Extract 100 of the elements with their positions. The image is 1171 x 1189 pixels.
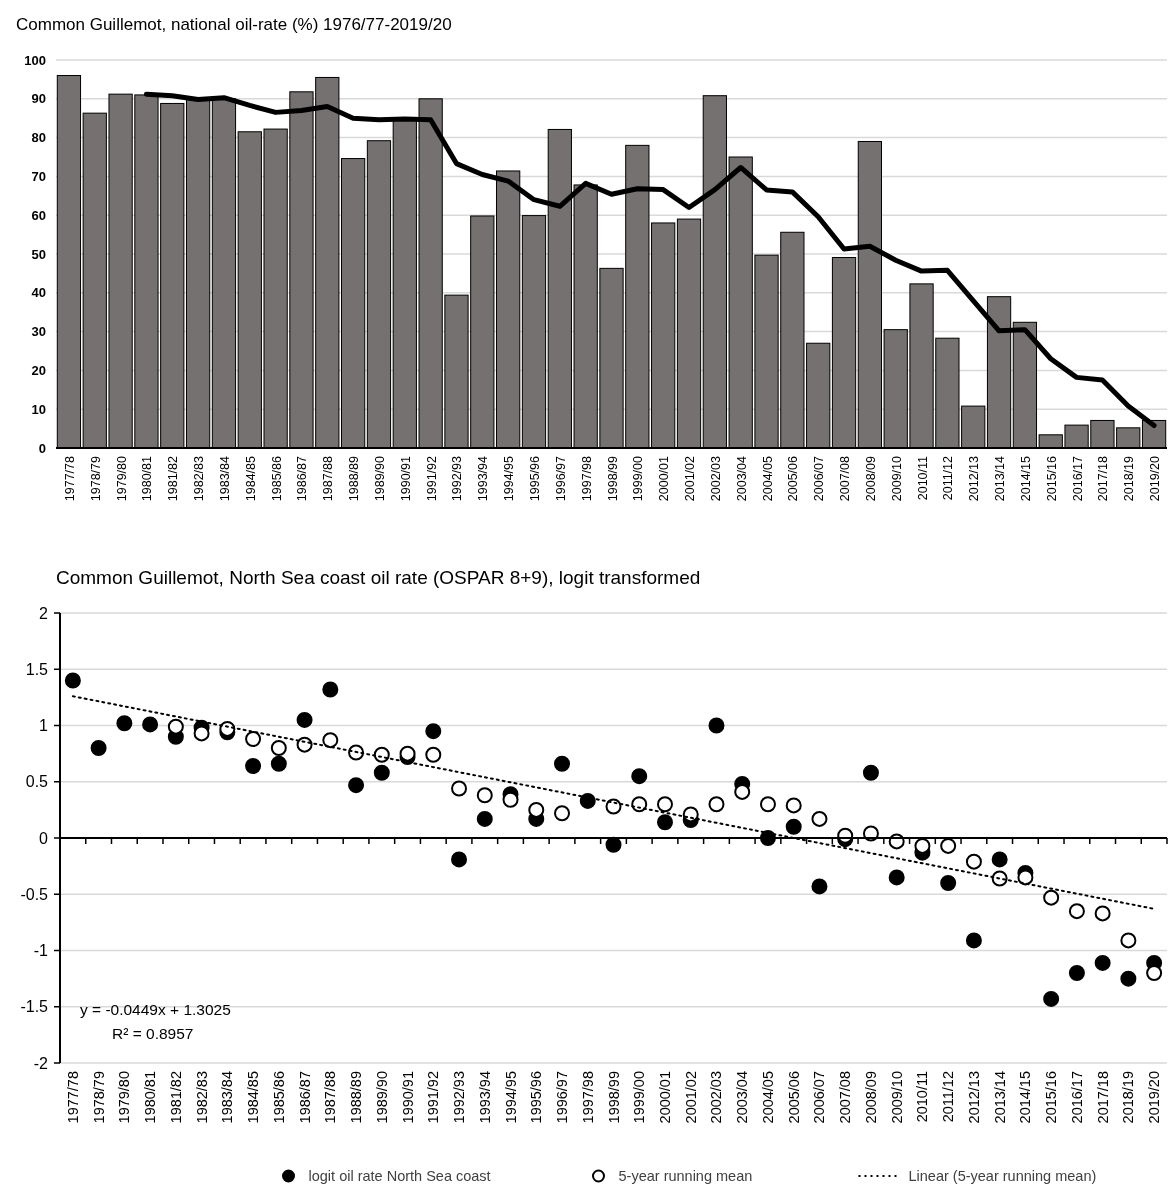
point bbox=[965, 932, 982, 949]
x-tick-label: 2014/15 bbox=[1018, 455, 1033, 502]
point bbox=[322, 681, 339, 698]
point bbox=[888, 869, 905, 886]
x-tick-label: 1998/99 bbox=[605, 455, 620, 502]
x-tick-label: 1989/90 bbox=[372, 455, 387, 502]
x-tick-label: 2002/03 bbox=[708, 1071, 725, 1124]
x-tick-label: 2007/08 bbox=[838, 455, 853, 502]
x-tick-label: 2010/11 bbox=[914, 1071, 931, 1123]
x-tick-label: 1981/82 bbox=[167, 1071, 184, 1124]
point bbox=[785, 797, 802, 814]
x-tick-label: 1987/88 bbox=[322, 1071, 339, 1124]
point bbox=[605, 836, 622, 853]
x-tick-label: 1986/87 bbox=[295, 455, 310, 502]
x-tick-label: 2008/09 bbox=[862, 1071, 879, 1124]
point bbox=[1120, 970, 1137, 987]
x-tick-label: 2007/08 bbox=[837, 1071, 854, 1124]
x-tick-label: 2019/20 bbox=[1148, 455, 1163, 502]
y-tick-label: 2 bbox=[39, 604, 49, 622]
x-tick-label: 1993/94 bbox=[476, 1071, 493, 1124]
x-tick-label: 1995/96 bbox=[528, 1071, 545, 1124]
x-tick-label: 2000/01 bbox=[657, 455, 672, 502]
point bbox=[708, 796, 725, 813]
x-tick-label: 2015/16 bbox=[1044, 455, 1059, 502]
y-tick-label: 0.5 bbox=[25, 773, 49, 791]
annotation: R² = 0.8957 bbox=[112, 1025, 194, 1042]
point bbox=[502, 791, 519, 808]
point bbox=[1094, 905, 1111, 922]
y-tick-label: 0 bbox=[39, 829, 49, 847]
x-tick-label: 2002/03 bbox=[708, 455, 723, 502]
x-tick-label: 2012/13 bbox=[967, 455, 982, 502]
y-tick-label: 0 bbox=[38, 440, 46, 456]
point bbox=[1146, 965, 1163, 981]
point bbox=[296, 711, 313, 728]
x-tick-label: 2003/04 bbox=[734, 455, 749, 502]
x-tick-label: 1977/78 bbox=[62, 455, 77, 502]
point bbox=[631, 768, 648, 785]
x-tick-label: 2010/11 bbox=[915, 455, 930, 501]
x-tick-label: 2017/18 bbox=[1096, 455, 1111, 502]
point bbox=[451, 851, 468, 868]
x-tick-label: 1982/83 bbox=[193, 1071, 210, 1124]
point bbox=[193, 725, 210, 742]
point bbox=[1068, 965, 1085, 981]
x-tick-label: 1978/79 bbox=[90, 1071, 107, 1124]
y-tick-label: 10 bbox=[31, 401, 46, 417]
legend-label: 5-year running mean bbox=[618, 1168, 753, 1185]
x-tick-label: 2014/15 bbox=[1017, 1071, 1034, 1124]
y-tick-label: 1.5 bbox=[25, 660, 49, 678]
point bbox=[425, 746, 442, 763]
x-tick-label: 1978/79 bbox=[88, 455, 103, 502]
point bbox=[811, 810, 828, 827]
chart-title: Common Guillemot, national oil-rate (%) 1976/77-2019/20 bbox=[16, 15, 452, 34]
x-tick-label: 2012/13 bbox=[965, 1071, 982, 1124]
x-tick-label: 1980/81 bbox=[142, 1071, 159, 1124]
point bbox=[656, 814, 673, 831]
x-tick-label: 1980/81 bbox=[140, 455, 155, 502]
point bbox=[965, 853, 982, 870]
y-tick-label: 40 bbox=[31, 285, 46, 301]
x-tick-label: 1985/86 bbox=[269, 455, 284, 502]
point bbox=[373, 764, 390, 781]
x-tick-label: 2018/19 bbox=[1120, 1071, 1137, 1124]
point bbox=[579, 792, 596, 809]
x-tick-label: 2004/05 bbox=[759, 1071, 776, 1124]
x-tick-label: 2001/02 bbox=[682, 1071, 699, 1124]
x-tick-label: 2015/16 bbox=[1043, 1071, 1060, 1124]
point bbox=[90, 740, 107, 756]
x-tick-label: 1979/80 bbox=[116, 1071, 133, 1124]
point bbox=[605, 798, 622, 815]
x-tick-label: 2006/07 bbox=[811, 1071, 828, 1124]
x-tick-label: 1984/85 bbox=[245, 1071, 262, 1124]
x-tick-label: 1994/95 bbox=[502, 455, 517, 502]
point bbox=[1017, 869, 1034, 886]
x-tick-label: 1998/99 bbox=[605, 1071, 622, 1124]
x-tick-label: 1990/91 bbox=[399, 1071, 416, 1124]
x-tick-label: 1983/84 bbox=[217, 455, 232, 502]
point bbox=[682, 806, 699, 823]
point bbox=[245, 731, 262, 747]
x-tick-label: 2017/18 bbox=[1094, 1071, 1111, 1124]
point bbox=[785, 818, 802, 835]
point bbox=[1094, 954, 1111, 971]
point bbox=[554, 805, 571, 822]
x-tick-label: 2011/12 bbox=[941, 455, 956, 501]
x-tick-label: 1977/78 bbox=[64, 1071, 81, 1124]
y-tick-label: -1.5 bbox=[20, 998, 49, 1016]
x-tick-label: 1982/83 bbox=[192, 455, 207, 502]
point bbox=[142, 716, 159, 733]
y-tick-label: 90 bbox=[31, 91, 46, 107]
x-tick-label: 1992/93 bbox=[451, 1071, 468, 1124]
x-tick-label: 1997/98 bbox=[579, 455, 594, 502]
point bbox=[1043, 990, 1060, 1007]
point bbox=[116, 715, 133, 732]
x-tick-label: 1986/87 bbox=[296, 1071, 313, 1124]
x-tick-label: 1979/80 bbox=[114, 455, 129, 502]
y-tick-label: 50 bbox=[31, 246, 46, 262]
x-tick-label: 2004/05 bbox=[760, 455, 775, 502]
x-tick-label: 1996/97 bbox=[553, 455, 568, 502]
y-tick-label: 80 bbox=[31, 130, 46, 146]
x-tick-label: 2005/06 bbox=[786, 455, 801, 502]
x-tick-label: 1988/89 bbox=[348, 1071, 365, 1124]
point bbox=[631, 796, 648, 813]
